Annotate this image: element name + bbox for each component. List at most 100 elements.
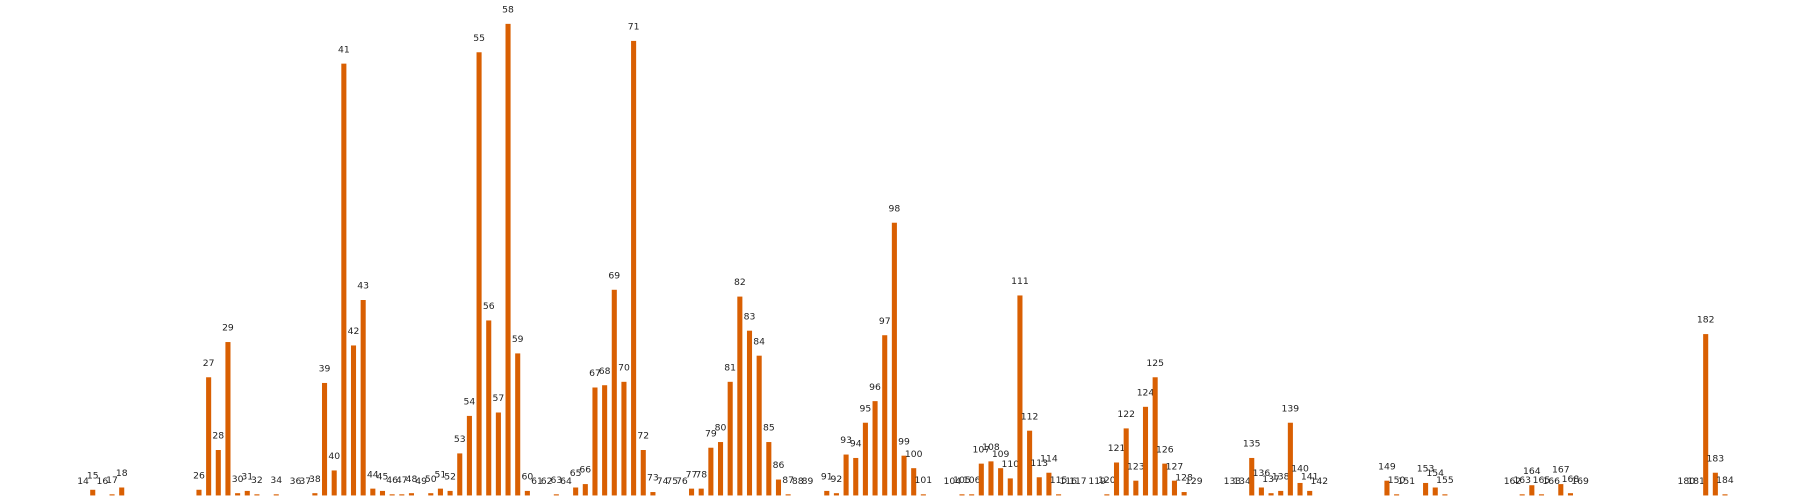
- bar-label: 138: [1272, 472, 1290, 483]
- bar: [650, 492, 656, 496]
- bar: [1007, 478, 1013, 496]
- bar-label: 36: [290, 476, 302, 487]
- bar: [1538, 494, 1545, 496]
- bar-label: 137: [1262, 474, 1280, 485]
- bar: [833, 493, 839, 496]
- bar: [1567, 493, 1574, 496]
- bar-label: 100: [905, 449, 923, 460]
- bar-label: 93: [840, 435, 852, 446]
- bar-label: 123: [1127, 461, 1145, 472]
- bar: [196, 489, 202, 496]
- bar-label: 120: [1098, 475, 1116, 486]
- bar: [1036, 477, 1042, 496]
- bar-label: 112: [1021, 411, 1039, 422]
- bar: [215, 450, 221, 496]
- bar: [437, 488, 443, 496]
- bar: [631, 40, 637, 496]
- bar-label: 16: [97, 476, 109, 487]
- bar: [891, 222, 897, 496]
- bar-label: 168: [1562, 474, 1580, 485]
- bar: [350, 345, 357, 496]
- bar-label: 149: [1378, 461, 1396, 472]
- bar: [399, 494, 405, 496]
- bar-label: 180: [1678, 476, 1696, 487]
- bar-label: 182: [1697, 315, 1715, 326]
- bar-label: 108: [982, 442, 1000, 453]
- bar-label: 124: [1137, 388, 1155, 399]
- bar: [360, 300, 366, 496]
- bar: [1104, 494, 1110, 496]
- bar: [766, 442, 772, 496]
- bar-label: 128: [1175, 473, 1193, 484]
- bar: [1307, 490, 1313, 496]
- bar: [969, 494, 975, 496]
- bar: [553, 494, 559, 496]
- bar-label: 81: [724, 363, 736, 374]
- bar: [1152, 377, 1158, 496]
- bar-label: 68: [599, 366, 611, 377]
- bar-label: 78: [695, 469, 707, 480]
- bar-label: 17: [106, 475, 118, 486]
- bar-label: 150: [1388, 475, 1406, 486]
- bar: [312, 493, 318, 496]
- bar: [244, 490, 250, 496]
- bar: [1133, 480, 1139, 496]
- bar-label: 18: [116, 468, 128, 479]
- bar: [621, 381, 627, 496]
- bar: [689, 488, 695, 496]
- bar-label: 104: [944, 476, 962, 487]
- bar-label: 39: [319, 364, 331, 375]
- bar-label: 57: [493, 393, 505, 404]
- bar: [1181, 492, 1187, 496]
- bar: [466, 415, 472, 496]
- bar: [1142, 406, 1149, 496]
- bar: [1171, 480, 1178, 496]
- bar-label: 45: [377, 472, 389, 483]
- bar-label: 44: [367, 469, 379, 480]
- bar: [515, 353, 521, 496]
- bar: [698, 488, 704, 496]
- bar-label: 84: [753, 336, 765, 347]
- bar-label: 30: [232, 474, 244, 485]
- bar: [447, 490, 453, 496]
- bar-label: 28: [212, 431, 224, 442]
- bar: [1703, 334, 1709, 496]
- bar: [90, 489, 96, 496]
- bar-label: 101: [915, 475, 933, 486]
- bar-label: 83: [744, 311, 756, 322]
- bar: [254, 494, 260, 496]
- bar: [273, 494, 279, 496]
- bar-label: 47: [396, 475, 408, 486]
- bar: [1722, 494, 1728, 496]
- bar-label: 71: [628, 22, 640, 33]
- bar-label: 166: [1542, 476, 1560, 487]
- bar: [998, 468, 1004, 496]
- bar-label: 125: [1146, 358, 1164, 369]
- bar-label: 50: [425, 474, 437, 485]
- bar: [717, 442, 724, 496]
- bar-label: 49: [415, 476, 427, 487]
- bar: [1712, 472, 1718, 496]
- bar-label: 79: [705, 428, 717, 439]
- bar-label: 96: [869, 382, 881, 393]
- bar: [1258, 487, 1264, 496]
- bar-label: 73: [647, 473, 659, 484]
- bar: [1123, 428, 1129, 496]
- bar: [1442, 494, 1448, 496]
- bar-label: 167: [1552, 465, 1570, 476]
- bar: [1287, 422, 1293, 496]
- bar-label: 136: [1253, 468, 1271, 479]
- bar-label: 183: [1707, 453, 1725, 464]
- bar: [1268, 493, 1274, 496]
- bar-label: 155: [1436, 475, 1454, 486]
- bar-label: 110: [1001, 459, 1019, 470]
- bar: [872, 401, 878, 496]
- bar-label: 140: [1291, 464, 1309, 475]
- bar: [959, 494, 965, 496]
- bar-label: 82: [734, 277, 746, 288]
- bar-label: 70: [618, 363, 630, 374]
- bar: [476, 52, 482, 496]
- bar-label: 62: [541, 476, 553, 487]
- bar: [1017, 295, 1023, 496]
